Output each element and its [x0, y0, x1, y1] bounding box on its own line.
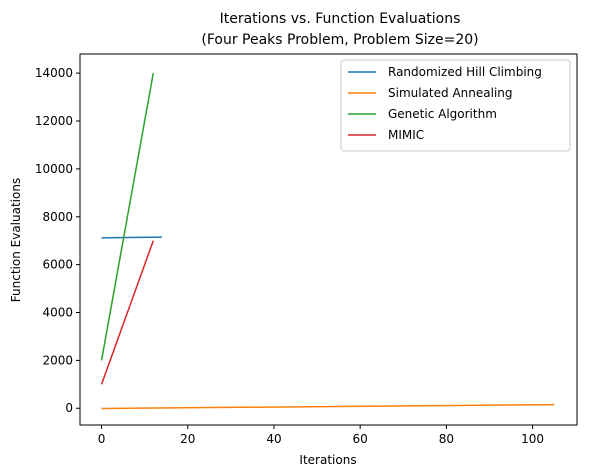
y-tick-label-6: 12000	[35, 114, 73, 128]
x-tick-label-1: 20	[180, 432, 195, 446]
x-tick-label-0: 0	[98, 432, 106, 446]
y-tick-label-2: 4000	[42, 306, 73, 320]
legend: Randomized Hill Climbing Simulated Anneal…	[340, 59, 571, 152]
series-line-1	[101, 403, 555, 410]
x-tick-label-3: 60	[353, 432, 368, 446]
x-tick-label-2: 40	[266, 432, 281, 446]
x-tick-label-4: 80	[439, 432, 454, 446]
y-tick-label-0: 0	[65, 401, 73, 415]
legend-label-0: Randomized Hill Climbing	[388, 65, 542, 79]
y-tick-label-7: 14000	[35, 66, 73, 80]
y-axis-label: Function Evaluations	[9, 178, 23, 302]
x-tick-label-5: 100	[521, 432, 544, 446]
legend-label-2: Genetic Algorithm	[388, 107, 497, 121]
legend-box	[340, 59, 571, 152]
y-tick-label-4: 8000	[42, 210, 73, 224]
plot-frame	[79, 53, 578, 426]
x-axis-label: Iterations	[299, 453, 356, 467]
ticks-layer: 0 20 40 60 80 100 0 2000 4000 6000 8000 10000 12000 1…	[35, 66, 544, 446]
legend-label-1: Simulated Annealing	[388, 86, 513, 100]
y-tick-label-3: 6000	[42, 258, 73, 272]
legend-label-3: MIMIC	[388, 128, 424, 142]
series-line-3	[100, 240, 154, 385]
chart-title-line1: Iterations vs. Function Evaluations	[220, 11, 461, 27]
chart-title-line2: (Four Peaks Problem, Problem Size=20)	[201, 32, 478, 48]
y-tick-label-5: 10000	[35, 162, 73, 176]
series-layer	[100, 73, 555, 410]
series-line-0	[101, 236, 162, 239]
y-tick-label-1: 2000	[42, 353, 73, 367]
series-line-2	[100, 73, 155, 361]
